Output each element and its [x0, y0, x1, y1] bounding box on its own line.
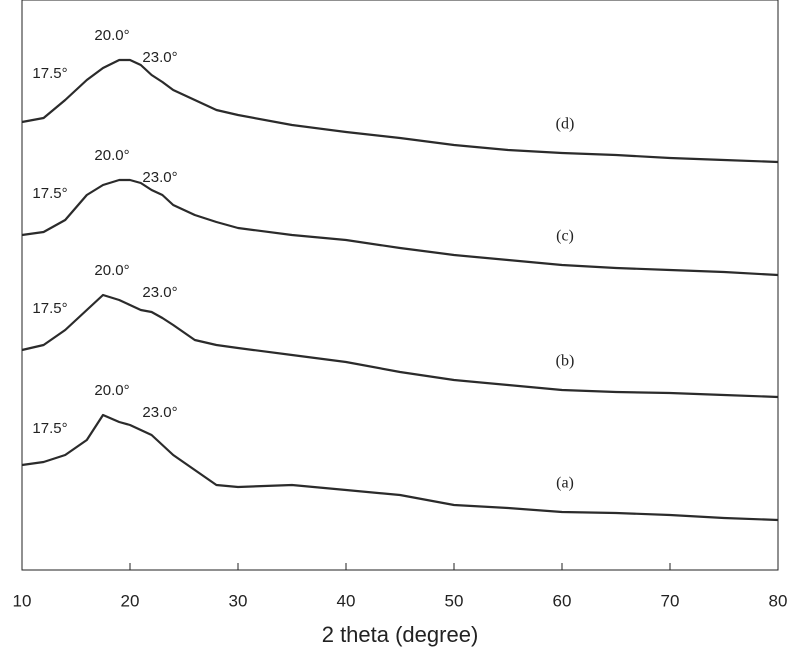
x-tick-label: 80 [769, 591, 788, 610]
peak-label: 20.0° [94, 27, 129, 44]
x-tick-label: 60 [553, 591, 572, 610]
x-tick-label: 30 [229, 591, 248, 610]
peak-label: 23.0° [142, 49, 177, 66]
x-tick-label: 70 [661, 591, 680, 610]
x-tick-label: 50 [445, 591, 464, 610]
peak-label: 23.0° [142, 284, 177, 301]
series-label: (b) [556, 353, 575, 370]
peak-label: 20.0° [94, 262, 129, 279]
series-label: (d) [556, 116, 575, 133]
peak-label: 20.0° [94, 147, 129, 164]
series-label: (c) [556, 228, 574, 245]
peak-label: 17.5° [32, 65, 67, 82]
peak-label: 23.0° [142, 404, 177, 421]
x-tick-label: 40 [337, 591, 356, 610]
peak-label: 20.0° [94, 382, 129, 399]
xrd-line [21, 293, 779, 399]
plot-frame [21, 0, 779, 571]
x-tick-label: 10 [13, 591, 32, 610]
series-label: (a) [556, 475, 574, 492]
x-tick-label: 20 [121, 591, 140, 610]
peak-label: 23.0° [142, 169, 177, 186]
xrd-line [21, 178, 779, 277]
peak-label: 17.5° [32, 300, 67, 317]
xrd-line [21, 58, 779, 164]
xrd-line [21, 413, 779, 522]
peak-label: 17.5° [32, 420, 67, 437]
x-axis-label: 2 theta (degree) [322, 622, 479, 647]
peak-label: 17.5° [32, 185, 67, 202]
